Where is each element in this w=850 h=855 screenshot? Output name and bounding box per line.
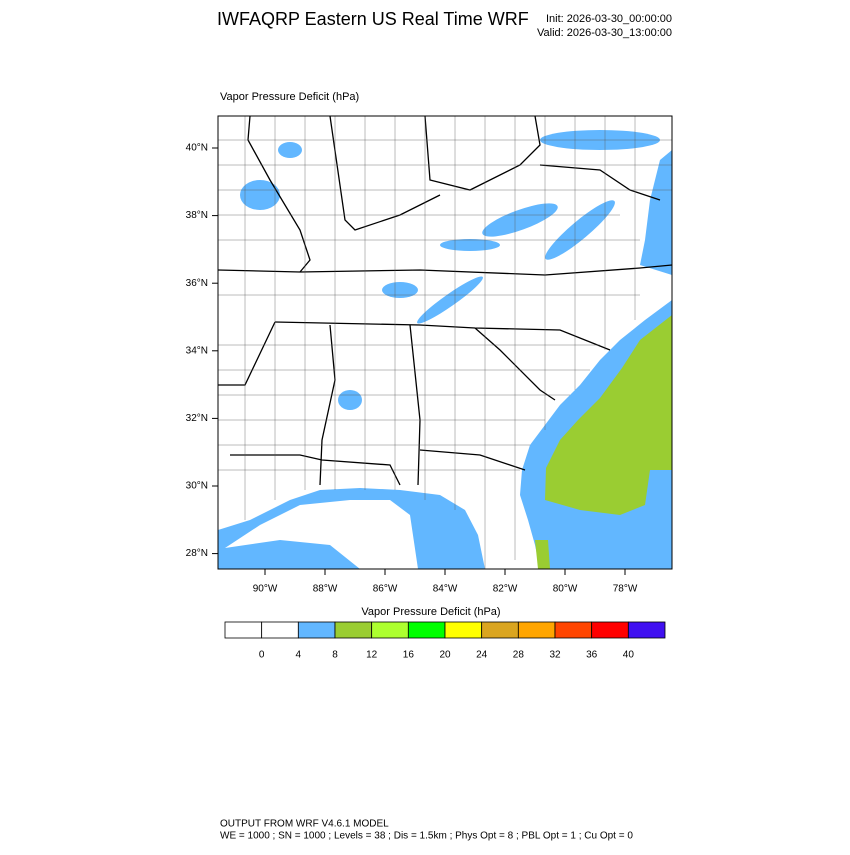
footer-line: OUTPUT FROM WRF V4.6.1 MODEL	[220, 819, 389, 830]
colorbar-label: 28	[513, 650, 525, 661]
colorbar-box	[407, 621, 446, 639]
colorbar-box	[224, 621, 263, 639]
lon-tick-label: 88°W	[313, 584, 338, 595]
high-vpd-area	[545, 315, 672, 515]
colorbar-box	[444, 621, 483, 639]
lat-tick-label: 38°N	[186, 210, 208, 221]
map-label: Vapor Pressure Deficit (hPa)	[220, 91, 359, 103]
colorbar-box	[334, 621, 373, 639]
colorbar-box	[517, 621, 556, 639]
colorbar-box	[371, 621, 409, 639]
colorbar-box	[627, 621, 666, 639]
colorbar-box	[481, 621, 519, 639]
lat-tick-label: 36°N	[186, 278, 208, 289]
map	[217, 115, 673, 570]
lat-tick-label: 30°N	[186, 481, 208, 492]
colorbar-box	[261, 621, 299, 639]
county-grid	[218, 116, 672, 569]
gulf-low	[225, 500, 418, 569]
lat-tick-label: 34°N	[186, 345, 208, 356]
lon-tick-label: 86°W	[373, 584, 398, 595]
colorbar-box	[297, 621, 336, 639]
colorbar-title: Vapor Pressure Deficit (hPa)	[361, 606, 500, 618]
colorbar-label: 24	[476, 650, 488, 661]
colorbar-label: 0	[259, 650, 265, 661]
colorbar-box	[591, 621, 629, 639]
footer-line: WE = 1000 ; SN = 1000 ; Levels = 38 ; Di…	[220, 831, 633, 842]
colorbar-box	[554, 621, 593, 639]
colorbar-label: 8	[332, 650, 338, 661]
colorbar-label: 12	[366, 650, 378, 661]
lat-tick-label: 28°N	[186, 548, 208, 559]
colorbar-label: 16	[403, 650, 415, 661]
florida-patch	[535, 540, 550, 569]
valid-time: Valid: 2026-03-30_13:00:00	[537, 27, 672, 39]
colorbar: 0 4 8 12 16 20 24 28 32 36 40	[224, 621, 666, 661]
chesapeake-area	[640, 150, 672, 275]
lon-tick-label: 78°W	[613, 584, 638, 595]
lon-tick-label: 90°W	[253, 584, 278, 595]
axis-ticks: 40°N 38°N 36°N 34°N 32°N 30°N 28°N 90°W 88°W 86°W…	[186, 143, 638, 595]
colorbar-label: 40	[623, 650, 635, 661]
colorbar-label: 4	[296, 650, 302, 661]
lon-tick-label: 80°W	[553, 584, 578, 595]
colorbar-label: 32	[549, 650, 561, 661]
lon-tick-label: 82°W	[493, 584, 518, 595]
colorbar-label: 20	[439, 650, 451, 661]
lat-tick-label: 32°N	[186, 413, 208, 424]
title: IWFAQRP Eastern US Real Time WRF	[217, 9, 529, 29]
colorbar-label: 36	[586, 650, 598, 661]
init-time: Init: 2026-03-30_00:00:00	[546, 13, 672, 25]
lat-tick-label: 40°N	[186, 143, 208, 154]
lon-tick-label: 84°W	[433, 584, 458, 595]
